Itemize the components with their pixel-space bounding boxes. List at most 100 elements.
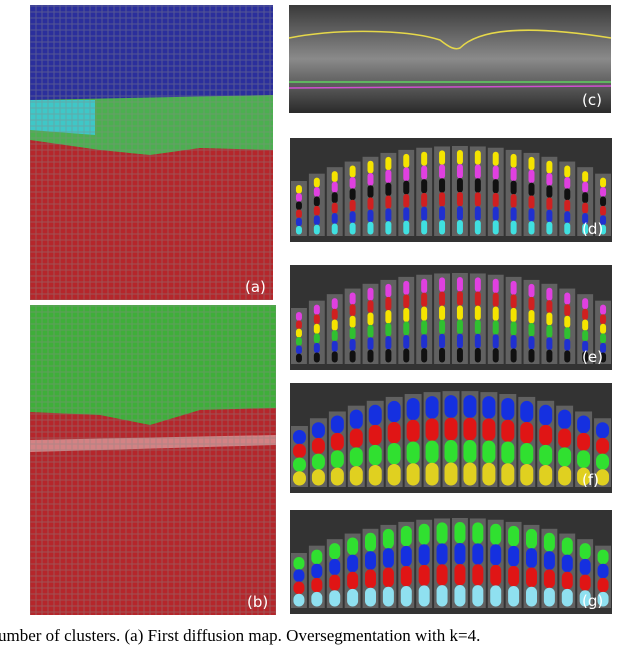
cluster-segment [331, 171, 338, 183]
cluster-segment [403, 180, 410, 195]
cluster-segment [313, 314, 320, 325]
cluster-segment [406, 441, 420, 464]
cluster-segment [421, 192, 428, 208]
cluster-segment [311, 577, 323, 593]
cluster-segment [311, 469, 325, 486]
cluster-segment [528, 195, 535, 209]
cluster-segment [564, 292, 571, 305]
cluster-segment [600, 187, 607, 197]
cluster-segment [596, 437, 610, 455]
cluster-segment [579, 590, 591, 607]
cluster-segment [367, 337, 374, 351]
cluster-segment [546, 185, 553, 198]
cluster-segment [349, 304, 356, 317]
cluster-segment [463, 417, 477, 441]
cluster-segment [349, 199, 356, 212]
cluster-segment [528, 169, 535, 184]
cluster-segment [456, 277, 463, 292]
cluster-segment [368, 424, 382, 446]
cluster-segment [564, 165, 571, 178]
cluster-segment [482, 396, 496, 419]
cluster-segment [596, 469, 610, 486]
cluster-segment [385, 221, 392, 235]
cluster-segment [421, 278, 428, 294]
cluster-segment [403, 348, 410, 363]
cluster-segment [510, 307, 517, 322]
cluster-segment [331, 192, 338, 204]
cluster-segment [444, 395, 458, 419]
cluster-segment [385, 169, 392, 184]
panel-label: (c) [582, 91, 602, 109]
cluster-segment [292, 471, 306, 486]
cluster-segment [564, 211, 571, 224]
cluster-segment [295, 209, 302, 219]
cluster-segment [543, 569, 555, 589]
cluster-segment [454, 543, 466, 565]
cluster-segment [313, 342, 320, 353]
panel-c: (c) [288, 5, 612, 113]
cluster-segment [330, 467, 344, 486]
cluster-segment [528, 182, 535, 196]
cluster-segment [558, 466, 572, 486]
cluster-segment [403, 280, 410, 295]
cluster-segment [439, 291, 446, 307]
cluster-segment [439, 206, 446, 221]
cluster-segment [600, 323, 607, 334]
cluster-segment [311, 563, 323, 579]
cluster-segment [349, 165, 356, 178]
cluster-segment [546, 197, 553, 211]
cluster-segment [528, 322, 535, 337]
cluster-segment [474, 150, 481, 165]
cluster-segment [597, 577, 609, 593]
cluster-segment [349, 466, 363, 486]
cluster-segment [313, 187, 320, 197]
cluster-segment [600, 224, 607, 235]
cluster-segment [439, 178, 446, 193]
cluster-segment [526, 586, 537, 607]
cluster-segment [508, 565, 520, 587]
cluster-segment [295, 337, 302, 346]
cluster-segment [474, 291, 481, 307]
cluster-segment [295, 312, 302, 321]
cluster-segment [329, 590, 341, 607]
cluster-segment [403, 167, 410, 182]
cluster-segment [510, 207, 517, 222]
panel-label: (e) [582, 348, 603, 366]
cluster-segment [331, 181, 338, 193]
cluster-segment [439, 192, 446, 207]
cluster-segment [600, 333, 607, 344]
cluster-segment [367, 185, 374, 198]
cluster-segment [331, 330, 338, 342]
cluster-segment [385, 348, 392, 363]
cluster-segment [582, 308, 589, 320]
cluster-segment [418, 564, 430, 586]
cluster-segment [474, 206, 481, 221]
cluster-segment [546, 221, 553, 235]
cluster-segment [292, 457, 306, 472]
cluster-segment [367, 324, 374, 338]
cluster-segment [600, 304, 607, 315]
cluster-segment [597, 549, 609, 565]
cluster-segment [439, 333, 446, 349]
cluster-segment [403, 334, 410, 349]
cluster-segment [421, 220, 428, 235]
cluster-segment [367, 312, 374, 326]
cluster-segment [579, 558, 591, 576]
cluster-segment [510, 193, 517, 208]
cluster-segment [564, 304, 571, 317]
cluster-segment [492, 334, 499, 349]
cluster-segment [582, 192, 589, 204]
cluster-segment [526, 528, 537, 549]
cluster-segment [520, 400, 534, 423]
cluster-segment [292, 430, 306, 445]
cluster-segment [403, 307, 410, 322]
cluster-segment [463, 462, 477, 486]
cluster-segment [454, 522, 466, 544]
cluster-segment [385, 195, 392, 209]
cluster-segment [436, 585, 448, 607]
cluster-segment [331, 308, 338, 320]
cluster-segment [546, 349, 553, 363]
cluster-segment [456, 164, 463, 179]
cluster-segment [539, 404, 553, 426]
